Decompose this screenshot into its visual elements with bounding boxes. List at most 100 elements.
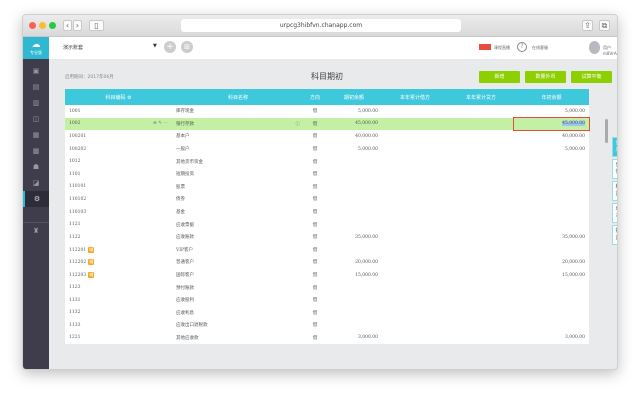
- add-icon[interactable]: ⊕: [153, 121, 157, 127]
- credit-cell[interactable]: [448, 193, 514, 206]
- table-row[interactable]: 100201 基本户 借 40,000.00 40,000.00: [65, 130, 589, 143]
- back-icon[interactable]: ‹: [63, 20, 72, 31]
- forward-icon[interactable]: ›: [73, 20, 82, 31]
- debit-cell[interactable]: [382, 181, 448, 194]
- credit-cell[interactable]: [448, 181, 514, 194]
- opening-balance-cell[interactable]: 20,000.00: [355, 259, 378, 265]
- table-row[interactable]: 1131 应收股利 借: [65, 294, 589, 307]
- code-cell[interactable]: 1132: [69, 310, 81, 316]
- avatar[interactable]: [589, 41, 600, 54]
- year-start-cell[interactable]: [514, 218, 589, 231]
- year-start-cell[interactable]: [514, 281, 589, 294]
- name-cell[interactable]: 应收股利: [176, 298, 194, 304]
- side-tab[interactable]: 成本: [612, 203, 617, 223]
- account-selector[interactable]: 演示账套: [63, 45, 84, 51]
- debit-cell[interactable]: [382, 319, 448, 332]
- side-tab[interactable]: 权益: [612, 181, 617, 201]
- code-cell[interactable]: 1122: [69, 234, 81, 240]
- debit-cell[interactable]: [382, 269, 448, 282]
- gear-icon[interactable]: ⚙: [127, 94, 132, 101]
- sidebar-toggle-icon[interactable]: ▯: [89, 20, 104, 31]
- credit-cell[interactable]: [448, 332, 514, 345]
- credit-cell[interactable]: [448, 168, 514, 181]
- name-cell[interactable]: 股票: [176, 184, 185, 190]
- debit-cell[interactable]: [382, 218, 448, 231]
- table-row[interactable]: 1123 预付账款 借: [65, 281, 589, 294]
- opening-balance-cell[interactable]: [326, 193, 382, 206]
- opening-balance-cell[interactable]: 35,000.00: [355, 234, 378, 240]
- debit-cell[interactable]: [382, 143, 448, 156]
- code-cell[interactable]: 112202 辅: [69, 259, 95, 266]
- name-cell[interactable]: 应收出口退税款: [176, 323, 208, 329]
- debit-cell[interactable]: [382, 307, 448, 320]
- cash-icon[interactable]: ◫: [32, 115, 40, 123]
- debit-cell[interactable]: [382, 130, 448, 143]
- name-cell[interactable]: 短期投资: [176, 172, 194, 178]
- credit-cell[interactable]: [448, 307, 514, 320]
- side-tab[interactable]: 负债: [612, 159, 617, 179]
- credit-cell[interactable]: [448, 143, 514, 156]
- year-start-cell[interactable]: 5,000.00: [564, 146, 585, 152]
- debit-cell[interactable]: [382, 244, 448, 257]
- close-window-button[interactable]: [29, 22, 36, 29]
- code-cell[interactable]: 110102: [69, 196, 87, 202]
- table-row[interactable]: 100202 一般户 借 5,000.00 5,000.00: [65, 143, 589, 156]
- year-start-cell[interactable]: 20,000.00: [562, 259, 585, 265]
- credit-cell[interactable]: [448, 117, 514, 131]
- debit-cell[interactable]: [382, 168, 448, 181]
- code-cell[interactable]: 1221: [69, 335, 81, 341]
- name-cell[interactable]: 库存现金: [176, 109, 194, 115]
- debit-cell[interactable]: [382, 294, 448, 307]
- credit-cell[interactable]: [448, 256, 514, 269]
- name-cell[interactable]: 债券: [176, 197, 185, 203]
- search-report-icon[interactable]: ◪: [32, 179, 40, 187]
- code-cell[interactable]: 110101: [69, 184, 87, 190]
- table-row[interactable]: 1122 应收账款 借 35,000.00 35,000.00: [65, 231, 589, 244]
- minimize-window-button[interactable]: [39, 22, 46, 29]
- table-row[interactable]: 1001 库存现金 借 5,000.00 5,000.00: [65, 105, 589, 118]
- debit-cell[interactable]: [382, 281, 448, 294]
- code-cell[interactable]: 1121: [69, 222, 81, 228]
- year-start-cell[interactable]: [514, 181, 589, 194]
- credit-cell[interactable]: [448, 231, 514, 244]
- year-start-cell[interactable]: 40,000.00: [562, 133, 585, 139]
- live-link[interactable]: 课程直播: [494, 45, 510, 50]
- table-row[interactable]: 110102 债券 借: [65, 193, 589, 206]
- side-tab[interactable]: 损益: [612, 225, 617, 245]
- name-cell[interactable]: 其他应收款: [176, 335, 199, 341]
- code-cell[interactable]: 100202: [69, 146, 87, 152]
- year-start-cell[interactable]: [514, 155, 589, 168]
- assets-icon[interactable]: ▩: [32, 147, 40, 155]
- code-cell[interactable]: 1002 ⊕ ✎ ⋯: [65, 117, 172, 131]
- year-start-cell[interactable]: [514, 294, 589, 307]
- table-row[interactable]: 1133 应收出口退税款 借: [65, 319, 589, 332]
- code-cell[interactable]: 1123: [69, 285, 81, 291]
- opening-balance-cell[interactable]: 3,000.00: [357, 335, 378, 341]
- table-row[interactable]: 112201 辅 VIP客户 借: [65, 244, 589, 257]
- code-cell[interactable]: 1012: [69, 159, 81, 165]
- scrollbar[interactable]: [605, 119, 608, 143]
- name-cell[interactable]: 一般户: [176, 147, 190, 153]
- year-start-cell[interactable]: [514, 319, 589, 332]
- live-icon[interactable]: [479, 44, 491, 50]
- year-start-cell[interactable]: 35,000.00: [562, 234, 585, 240]
- table-row[interactable]: 1101 短期投资 借: [65, 168, 589, 181]
- credit-cell[interactable]: [448, 269, 514, 282]
- name-cell[interactable]: 预付账款: [176, 285, 194, 291]
- code-cell[interactable]: 1001: [69, 108, 81, 114]
- debit-cell[interactable]: [382, 256, 448, 269]
- address-bar[interactable]: urpcg3hibfvn.chanapp.com: [181, 19, 461, 32]
- debit-cell[interactable]: [382, 206, 448, 219]
- invoice-icon[interactable]: ▦: [32, 131, 40, 139]
- opening-balance-cell[interactable]: [326, 168, 382, 181]
- code-cell[interactable]: 100201: [69, 133, 87, 139]
- credit-cell[interactable]: [448, 105, 514, 118]
- year-start-cell[interactable]: 5,000.00: [564, 108, 585, 114]
- debit-cell[interactable]: [382, 332, 448, 345]
- opening-balance-cell[interactable]: [326, 307, 382, 320]
- debit-cell[interactable]: [382, 193, 448, 206]
- code-cell[interactable]: 112203 辅: [69, 272, 95, 279]
- opening-balance-cell[interactable]: [326, 319, 382, 332]
- add-button[interactable]: 新增: [479, 71, 520, 83]
- table-row[interactable]: 1002 ⊕ ✎ ⋯ 银行存款 ⓘ 借 45,000.00 45,000.00: [65, 116, 590, 132]
